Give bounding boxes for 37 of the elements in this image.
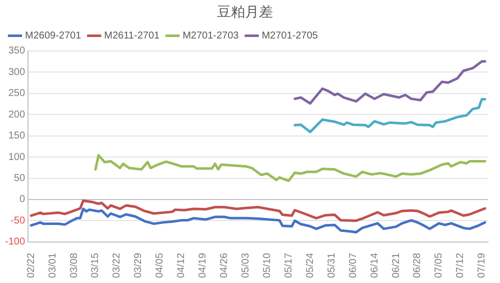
y-tick-label: 250: [8, 88, 26, 100]
x-tick-label: 05/17: [283, 252, 294, 278]
x-tick-label: 03/22: [112, 252, 123, 278]
legend-label: M2701-2705: [262, 30, 318, 42]
x-tick-label: 07/05: [434, 252, 445, 278]
x-tick-label: 02/22: [26, 252, 37, 278]
x-tick-label: 06/21: [390, 252, 402, 278]
x-tick-label: 06/14: [369, 252, 380, 278]
y-tick-label: 200: [8, 109, 26, 120]
legend-label: M2701-2703: [182, 30, 240, 42]
chart-title: 豆粕月差: [217, 3, 273, 20]
x-tick-label: 06/07: [348, 252, 359, 278]
x-tick-label: 07/19: [476, 252, 488, 278]
y-tick-label: 50: [14, 173, 26, 184]
x-tick-label: 04/19: [198, 252, 209, 278]
x-tick-label: 05/03: [240, 252, 252, 278]
x-tick-label: 06/28: [412, 252, 424, 278]
x-tick-label: 03/15: [90, 252, 102, 278]
legend-label: M2609-2701: [25, 30, 82, 42]
legend-label: M2611-2701: [104, 30, 160, 42]
y-tick-label: 350: [8, 46, 26, 57]
x-tick-label: 04/12: [176, 252, 188, 278]
x-tick-label: 05/31: [326, 252, 338, 278]
y-tick-label: 100: [8, 152, 26, 163]
y-tick-label: -50: [10, 215, 26, 226]
y-tick-label: 0: [19, 194, 26, 206]
x-tick-label: 03/29: [133, 252, 144, 278]
x-tick-label: 03/01: [47, 252, 58, 278]
y-tick-label: -100: [5, 236, 26, 248]
y-tick-label: 150: [8, 130, 26, 142]
x-tick-label: 07/12: [455, 252, 466, 278]
x-tick-label: 03/08: [68, 252, 80, 278]
x-tick-label: 05/10: [262, 252, 273, 278]
x-tick-label: 04/26: [219, 252, 230, 278]
x-tick-label: 04/05: [154, 252, 166, 278]
y-tick-label: 300: [8, 66, 26, 78]
x-tick-label: 05/24: [304, 252, 316, 278]
